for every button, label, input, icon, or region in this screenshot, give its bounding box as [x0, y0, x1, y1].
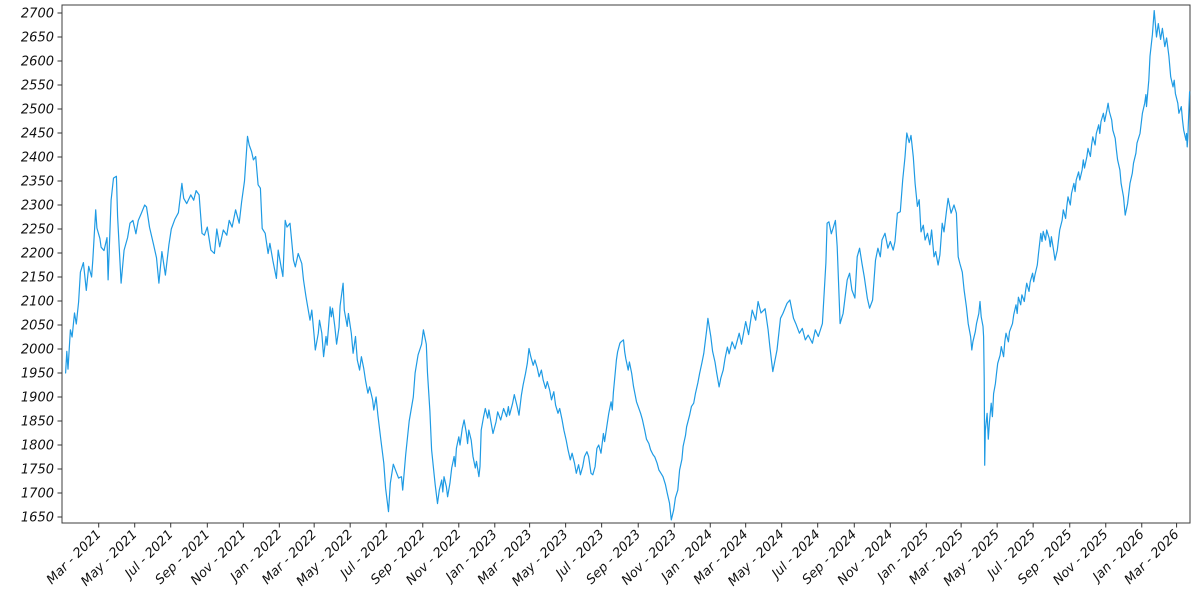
y-tick-label: 1800 — [21, 439, 54, 454]
y-tick-label: 2200 — [21, 247, 54, 262]
y-tick-label: 1650 — [21, 511, 54, 526]
y-tick-label: 2600 — [21, 55, 54, 70]
y-tick-label: 2000 — [21, 343, 54, 358]
price-line — [64, 10, 1191, 521]
y-tick-label: 2100 — [21, 295, 54, 310]
y-tick-label: 1850 — [21, 415, 54, 430]
y-tick-label: 1950 — [21, 367, 54, 382]
y-tick-label: 2300 — [21, 199, 54, 214]
plot-border — [61, 4, 1191, 524]
y-tick-label: 2250 — [21, 223, 54, 238]
y-tick-label: 2650 — [21, 31, 54, 46]
y-tick-label: 2500 — [21, 103, 54, 118]
y-tick-label: 2150 — [21, 271, 54, 286]
y-tick-label: 1900 — [21, 391, 54, 406]
y-tick-label: 1750 — [21, 463, 54, 478]
y-tick-label: 2450 — [21, 127, 54, 142]
y-tick-label: 2350 — [21, 175, 54, 190]
y-tick-label: 2550 — [21, 79, 54, 94]
y-tick-label: 2400 — [21, 151, 54, 166]
y-tick-label: 1700 — [21, 487, 54, 502]
y-tick-label: 2700 — [21, 7, 54, 22]
y-tick-label: 2050 — [21, 319, 54, 334]
